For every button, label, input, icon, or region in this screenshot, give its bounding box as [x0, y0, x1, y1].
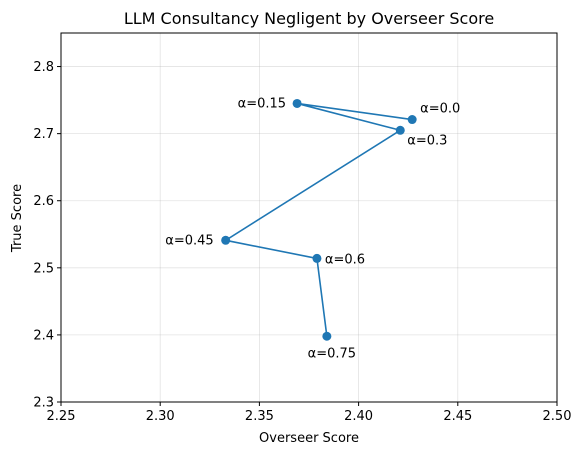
plot-frame — [60, 32, 558, 403]
annotations: α=0.0 α=0.15 α=0.3 α=0.45 α=0.6 α=0.75 — [165, 96, 460, 361]
y-tick-label: 2.3 — [33, 396, 54, 411]
x-tick-label: 2.25 — [47, 409, 76, 424]
y-tick-label: 2.5 — [33, 261, 54, 276]
point-annotation: α=0.75 — [308, 346, 356, 361]
series — [221, 98, 417, 341]
x-tick-label: 2.40 — [344, 409, 373, 424]
x-tick-label: 2.35 — [245, 409, 274, 424]
x-axis-label: Overseer Score — [259, 431, 359, 446]
y-tick-label: 2.6 — [33, 194, 54, 209]
data-point — [312, 253, 322, 263]
x-tick-label: 2.45 — [443, 409, 472, 424]
data-point — [292, 98, 302, 108]
y-tick-label: 2.4 — [33, 328, 54, 343]
point-annotation: α=0.0 — [420, 102, 460, 117]
point-annotation: α=0.45 — [165, 233, 213, 248]
data-point — [322, 331, 332, 341]
chart-title: LLM Consultancy Negligent by Overseer Sc… — [124, 9, 494, 28]
y-axis-label: True Score — [10, 184, 25, 253]
x-tick-label: 2.30 — [146, 409, 175, 424]
y-tick-label: 2.7 — [33, 127, 54, 142]
data-point — [221, 235, 231, 245]
series-line — [223, 102, 413, 337]
point-annotation: α=0.6 — [325, 252, 365, 267]
data-point — [395, 125, 405, 135]
y-tick-label: 2.8 — [33, 60, 54, 75]
data-point — [407, 115, 417, 125]
axis-ticks: 2.25 2.30 2.35 2.40 2.45 2.50 2.3 2.4 2.5 2.6 2.7 2… — [33, 60, 571, 424]
x-tick-label: 2.50 — [543, 409, 572, 424]
point-annotation: α=0.3 — [407, 133, 447, 148]
point-annotation: α=0.15 — [238, 96, 286, 111]
